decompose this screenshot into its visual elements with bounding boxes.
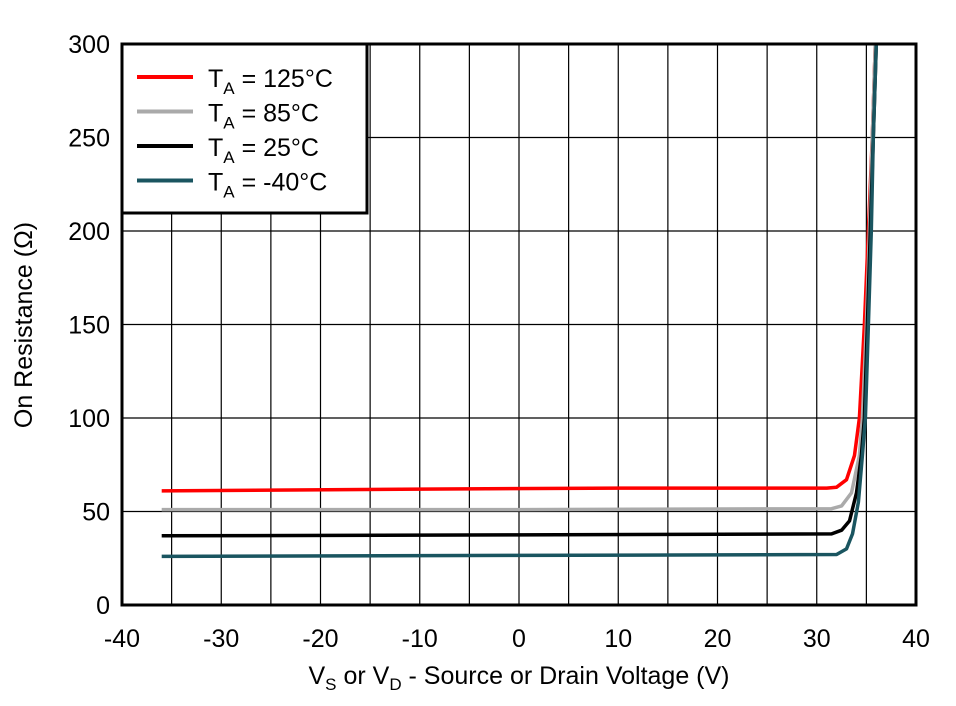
y-tick-label: 50 [82, 499, 110, 527]
grid [122, 44, 916, 605]
legend-label: TA = -40°C [208, 169, 327, 202]
x-tick-label: 20 [704, 625, 732, 653]
y-axis-label: On Resistance (Ω) [10, 222, 38, 428]
y-tick-label: 0 [96, 592, 110, 620]
x-tick-label: 10 [604, 625, 632, 653]
x-axis-label: VS or VD - Source or Drain Voltage (V) [308, 662, 729, 694]
y-tick-label: 300 [68, 31, 110, 59]
series-line [161, 44, 879, 559]
y-tick-label: 100 [68, 405, 110, 433]
x-tick-label: -20 [302, 625, 338, 653]
plot-frame [120, 42, 918, 607]
legend-label: TA = 125°C [208, 65, 333, 98]
y-tick-label: 150 [68, 312, 110, 340]
x-tick-labels: -40 -30 -20 -10 0 10 20 30 40 [104, 625, 930, 653]
x-tick-label: -10 [402, 625, 438, 653]
x-tick-label: 30 [803, 625, 831, 653]
x-tick-label: -40 [104, 625, 140, 653]
x-tick-label: 40 [902, 625, 930, 653]
legend-label: TA = 85°C [208, 100, 319, 133]
y-tick-label: 250 [68, 125, 110, 153]
series-lines [161, 44, 879, 559]
legend: TA = 125°CTA = 85°CTA = 25°CTA = -40°C [120, 42, 369, 215]
x-tick-label: 0 [512, 625, 526, 653]
x-tick-label: -30 [203, 625, 239, 653]
y-tick-label: 200 [68, 218, 110, 246]
legend-label: TA = 25°C [208, 134, 319, 167]
y-tick-labels: 0 50 100 150 200 250 300 [68, 31, 110, 620]
